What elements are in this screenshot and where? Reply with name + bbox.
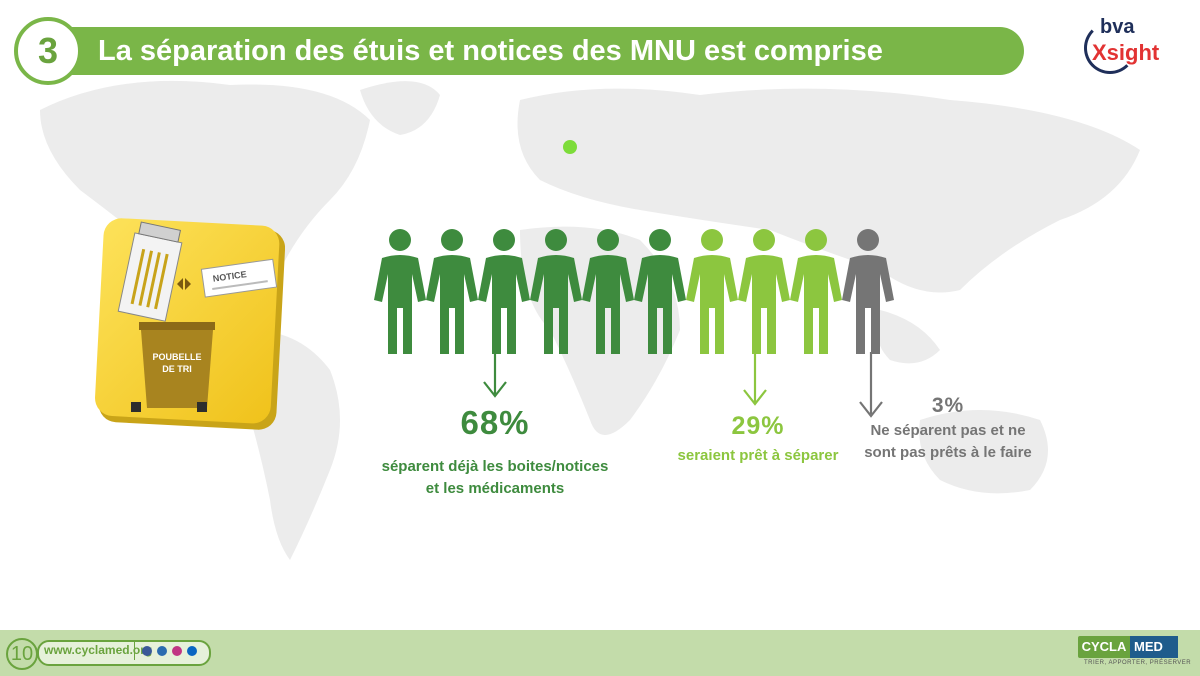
person-icon-grey [842, 229, 894, 354]
person-icon-light [686, 229, 738, 354]
x-twitter-icon[interactable] [157, 646, 167, 656]
stat-percent: 29% [731, 412, 785, 440]
person-icon-light [790, 229, 842, 354]
stat-percent: 3% [931, 394, 965, 417]
cyclamed-logo: CYCLA MED [1078, 636, 1178, 658]
arrow-3 [859, 352, 883, 418]
footer-link-box [37, 640, 211, 666]
logo-bva-text: bva [1100, 16, 1135, 38]
person-icon-dark [634, 229, 686, 354]
stat-desc-line2: et les médicaments [425, 480, 565, 497]
arrow-68 [483, 352, 507, 398]
person-icon-dark [478, 229, 530, 354]
page-number: 10 [6, 638, 38, 670]
facebook-icon[interactable] [142, 646, 152, 656]
linkedin-icon[interactable] [187, 646, 197, 656]
person-icon-dark [374, 229, 426, 354]
logo-cycla-text: CYCLA [1078, 636, 1130, 658]
green-dot [563, 140, 577, 154]
page-title: La séparation des étuis et notices des M… [98, 35, 883, 67]
stat-desc-line2: sont pas prêts à le faire [864, 444, 1032, 461]
sorting-bin-illustration: NOTICE POUBELLE DE TRI [95, 218, 285, 430]
stat-desc-line1: seraient prêt à séparer [677, 447, 839, 464]
footer-divider [134, 642, 135, 660]
people-pictogram [374, 229, 894, 354]
person-icon-dark [426, 229, 478, 354]
person-icon-dark [530, 229, 582, 354]
stat-desc-line1: Ne séparent pas et ne [870, 422, 1026, 439]
stat-would-separate: 29% seraient prêt à séparer [668, 412, 848, 467]
arrow-29 [743, 352, 767, 406]
bva-xsight-logo: bva Xsight [1082, 16, 1174, 76]
stat-not-separate: 3% Ne séparent pas et ne sont pas prêts … [848, 394, 1048, 464]
logo-med-text: MED [1130, 636, 1178, 658]
cyclamed-tagline: TRIER, APPORTER, PRÉSERVER [1084, 660, 1192, 666]
stat-percent: 68% [460, 404, 530, 441]
bin-label-1: POUBELLE [152, 352, 201, 362]
logo-arc [1084, 22, 1136, 74]
section-number: 3 [14, 17, 82, 85]
instagram-icon[interactable] [172, 646, 182, 656]
person-icon-dark [582, 229, 634, 354]
stat-separate-already: 68% séparent déjà les boites/notices et … [360, 404, 630, 500]
website-link[interactable]: www.cyclamed.org [44, 643, 153, 657]
notice-label: NOTICE [212, 269, 247, 284]
bin-label-2: DE TRI [162, 364, 192, 374]
header-bar [32, 27, 1024, 75]
logo-xsight-text: Xsight [1092, 40, 1160, 65]
stat-desc-line1: séparent déjà les boites/notices [381, 458, 609, 475]
person-icon-light [738, 229, 790, 354]
